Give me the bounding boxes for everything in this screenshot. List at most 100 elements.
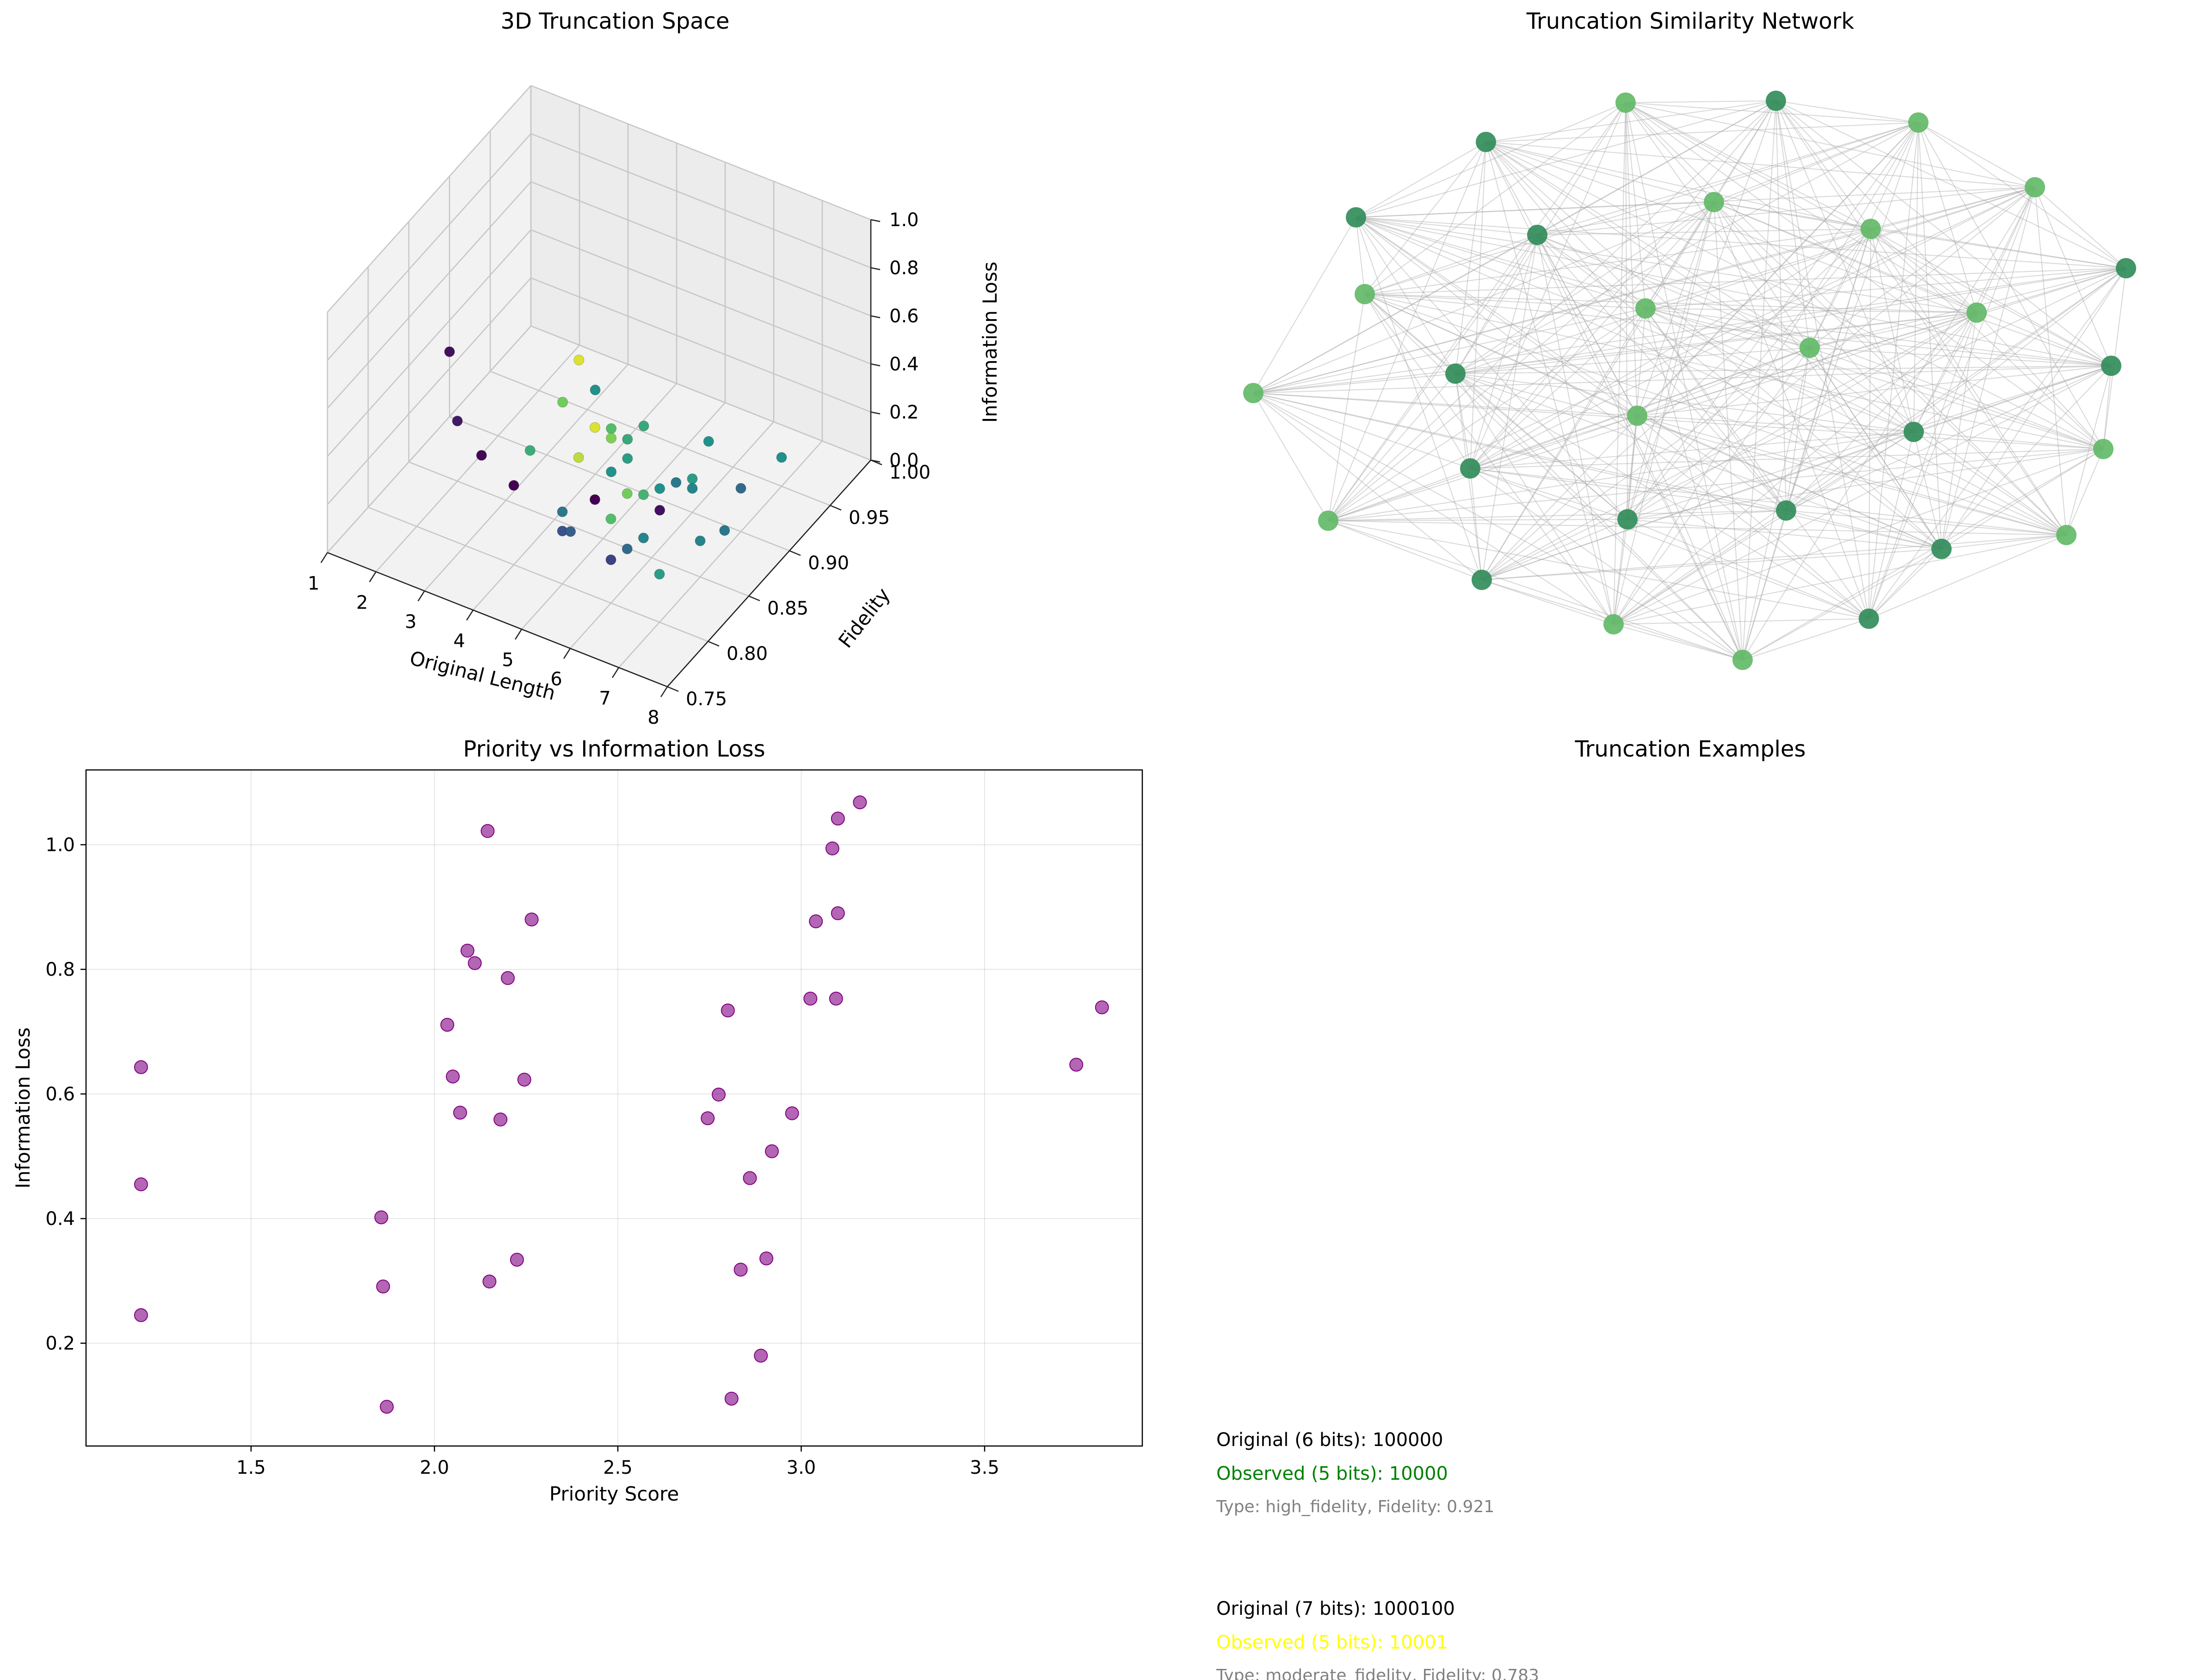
network-edge <box>1627 415 1638 520</box>
scatter-point <box>134 1308 148 1323</box>
network-edge <box>1328 187 2035 521</box>
network-edge <box>1537 234 1743 660</box>
network-node <box>2116 258 2136 278</box>
z-tick-label: 1.0 <box>889 209 919 231</box>
scatter-point <box>1095 1000 1109 1015</box>
network-edge <box>1742 347 1810 660</box>
z-tick-mark <box>870 363 881 367</box>
network-edge <box>1253 393 1743 660</box>
network-edge <box>1627 312 1977 520</box>
network-edge <box>1328 308 1646 521</box>
network-edge <box>1809 347 2104 449</box>
scatter-point <box>468 956 482 970</box>
y-tick-label: 0.85 <box>767 598 808 619</box>
network-edge <box>1537 122 1919 235</box>
network-edge <box>1637 122 1919 416</box>
network-edge <box>1253 393 1471 469</box>
network-edge <box>1455 122 1919 374</box>
scatter-point <box>825 841 839 855</box>
scatter-point <box>803 991 818 1006</box>
network-edge <box>1253 217 1356 394</box>
network-edge <box>1742 100 1776 660</box>
network-edge <box>1470 187 2035 469</box>
z-tick-label: 0.6 <box>889 306 919 327</box>
network-edge <box>1356 217 1914 432</box>
network-edge <box>1870 228 2112 366</box>
network-edge <box>1786 268 2126 511</box>
network-edge <box>1627 100 1776 520</box>
network-edge <box>1253 393 1482 580</box>
z-tick-mark <box>870 219 881 222</box>
y-tick-label: 1.0 <box>45 835 75 856</box>
network-edge <box>2066 365 2112 535</box>
network-edge <box>1364 294 2067 535</box>
network-edge <box>1455 373 1743 660</box>
network-edge <box>1253 100 1776 394</box>
network-edge <box>1713 202 1871 229</box>
network-node <box>1704 192 1724 212</box>
network-node <box>1603 614 1624 634</box>
x-tick-label: 3.0 <box>787 1457 816 1478</box>
network-edge <box>1786 510 2067 535</box>
network-edge <box>1328 510 1787 521</box>
x-tick-mark <box>369 571 377 583</box>
network-edge <box>1537 234 1787 511</box>
grid-line <box>530 229 871 365</box>
panel-3d-title: 3D Truncation Space <box>501 8 730 34</box>
scatter-point <box>724 1391 739 1406</box>
network-edge <box>1364 294 1743 660</box>
network-edge <box>1537 234 1942 549</box>
panel-priority-title: Priority vs Information Loss <box>463 736 765 762</box>
x-tick-mark <box>563 648 571 659</box>
network-edge <box>1637 202 1714 416</box>
grid-line <box>530 85 871 221</box>
network-node <box>2025 177 2045 197</box>
network-edge <box>1455 234 1538 374</box>
network-node <box>1460 458 1480 479</box>
scatter-point <box>687 473 698 484</box>
scatter-point <box>606 466 617 477</box>
network-edge <box>1485 142 1787 511</box>
network-edge <box>1775 100 1810 348</box>
network-edge <box>1356 217 1787 511</box>
network-edge <box>1470 468 1787 511</box>
scatter-point <box>853 795 867 810</box>
z-tick-label: 0.2 <box>889 402 919 423</box>
network-edge <box>1470 234 1538 469</box>
network-edge <box>1786 228 1871 511</box>
network-edge <box>1613 202 1714 625</box>
network-edge <box>1870 187 2035 229</box>
network-edge <box>1470 449 2104 469</box>
grid-line <box>521 402 726 630</box>
grid-line <box>408 461 749 597</box>
network-edge <box>1485 142 1942 549</box>
network-edge <box>1328 520 2067 535</box>
network-edge <box>1625 102 1977 313</box>
scatter-point <box>380 1400 394 1414</box>
network-edge <box>1364 122 1919 295</box>
network-edge <box>1613 431 1914 625</box>
network-edge <box>1786 347 1810 511</box>
scatter-point <box>622 453 633 464</box>
y-tick-label: 0.95 <box>849 507 890 529</box>
scatter-point <box>524 445 536 456</box>
network-edge <box>1537 234 1638 416</box>
x-tick-label: 2 <box>356 592 368 613</box>
scatter-point <box>444 346 455 357</box>
network-edge <box>1328 100 1776 521</box>
scatter-point <box>573 452 584 463</box>
network-node <box>1318 511 1338 531</box>
network-edge <box>1485 142 2035 188</box>
network-node <box>1799 338 1820 358</box>
network-edge <box>1775 100 1914 432</box>
network-edge <box>1918 122 2035 188</box>
network-edge <box>1625 102 1871 229</box>
x-tick-mark <box>417 591 425 602</box>
network-edge <box>1481 100 1776 580</box>
network-edge <box>1786 510 1942 549</box>
network-edge <box>1485 142 1646 309</box>
network-node <box>1617 509 1638 529</box>
network-edge <box>1918 122 1977 313</box>
network-edge <box>1775 100 2067 535</box>
grid-line <box>490 370 831 506</box>
